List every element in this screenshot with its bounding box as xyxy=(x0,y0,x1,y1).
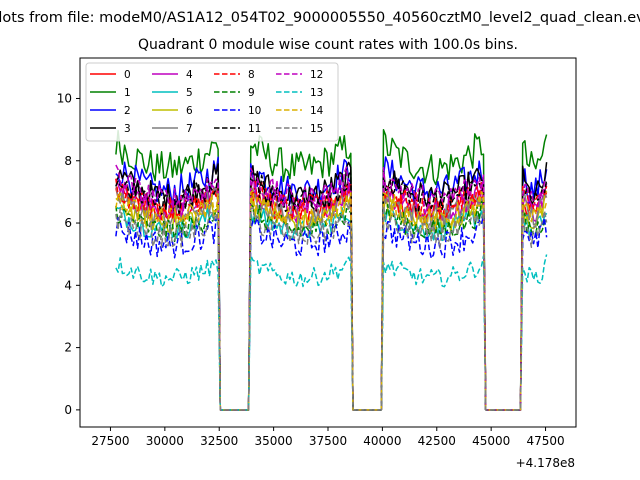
legend-label-12: 12 xyxy=(310,69,323,81)
y-axis: 0 2 4 6 8 10 xyxy=(57,91,80,417)
legend-label-10: 10 xyxy=(248,105,261,117)
x-tick-label: 37500 xyxy=(309,434,347,448)
x-tick-label: 30000 xyxy=(146,434,184,448)
legend-label-1: 1 xyxy=(124,87,131,99)
y-tick-label: 2 xyxy=(64,341,72,355)
series-line-15 xyxy=(115,205,548,411)
legend-label-11: 11 xyxy=(248,123,261,135)
series-line-10 xyxy=(115,212,548,411)
series-line-1 xyxy=(115,129,548,411)
y-tick-label: 8 xyxy=(64,154,72,168)
legend-label-2: 2 xyxy=(124,105,131,117)
series-line-13 xyxy=(115,254,548,411)
x-tick-label: 32500 xyxy=(200,434,238,448)
y-tick-label: 6 xyxy=(64,216,72,230)
y-tick-label: 4 xyxy=(64,278,72,292)
legend-label-14: 14 xyxy=(310,105,324,117)
legend-label-6: 6 xyxy=(186,105,193,117)
legend-box xyxy=(85,62,339,142)
series-line-3 xyxy=(115,161,548,411)
x-offset-label: +4.178e8 xyxy=(516,456,575,470)
series-line-8 xyxy=(115,178,548,411)
legend-label-7: 7 xyxy=(186,123,193,135)
legend-label-8: 8 xyxy=(248,69,255,81)
legend-label-9: 9 xyxy=(248,87,255,99)
legend-label-5: 5 xyxy=(186,87,193,99)
x-tick-label: 35000 xyxy=(255,434,293,448)
y-tick-label: 10 xyxy=(57,91,72,105)
series-line-14 xyxy=(115,189,548,411)
y-tick-label: 0 xyxy=(64,403,72,417)
legend-label-0: 0 xyxy=(124,69,131,81)
legend-label-15: 15 xyxy=(310,123,323,135)
series-line-12 xyxy=(115,164,548,411)
legend-label-13: 13 xyxy=(310,87,323,99)
x-tick-label: 40000 xyxy=(363,434,401,448)
series-line-4 xyxy=(115,178,548,411)
x-tick-label: 47500 xyxy=(526,434,564,448)
x-tick-label: 45000 xyxy=(472,434,510,448)
series-line-11 xyxy=(115,168,548,411)
plot-area xyxy=(115,129,548,411)
x-tick-label: 27500 xyxy=(91,434,129,448)
legend-label-4: 4 xyxy=(186,69,193,81)
chart-title: Quadrant 0 module wise count rates with … xyxy=(138,37,518,53)
figure-suptitle: Plots from file: modeM0/AS1A12_054T02_90… xyxy=(0,10,640,26)
x-tick-label: 42500 xyxy=(418,434,456,448)
legend-label-3: 3 xyxy=(124,123,131,135)
x-axis: 27500 30000 32500 35000 37500 40000 42500 45000… xyxy=(91,427,565,448)
